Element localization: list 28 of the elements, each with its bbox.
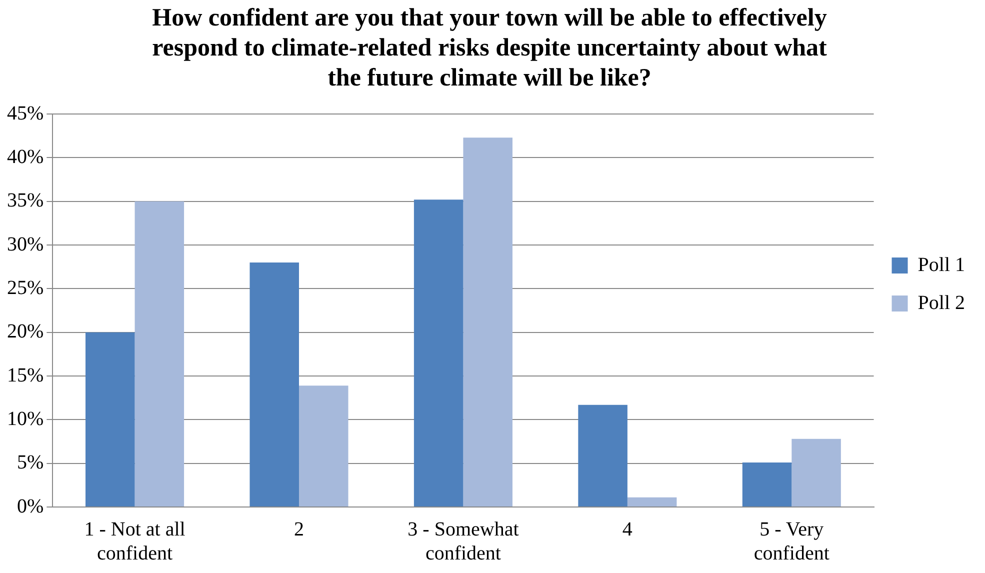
bar	[298, 386, 348, 506]
y-tick-label: 15%	[6, 364, 44, 386]
y-tick-label: 30%	[6, 233, 44, 256]
x-tick-label: 3 - Somewhat confident	[408, 518, 520, 564]
bar	[578, 404, 628, 506]
bar	[86, 332, 135, 506]
x-tick-label: 5 - Very confident	[754, 518, 830, 564]
y-tick-label: 45%	[6, 102, 44, 124]
bar	[792, 438, 841, 506]
y-tick-label: 25%	[6, 276, 44, 299]
bar	[627, 497, 677, 506]
legend-label: Poll 2	[918, 292, 966, 314]
bar	[250, 262, 299, 506]
y-tick-label: 35%	[6, 190, 44, 212]
bar	[742, 462, 792, 506]
y-tick-label: 20%	[6, 320, 44, 343]
y-tick-label: 40%	[6, 146, 44, 168]
x-tick-label: 2	[294, 518, 304, 540]
x-tick-label: 4	[622, 518, 632, 540]
bar	[414, 200, 464, 506]
y-tick-label: 0%	[16, 495, 44, 518]
bar	[463, 138, 512, 506]
bar	[134, 201, 184, 506]
legend-label: Poll 1	[918, 254, 966, 276]
y-tick-label: 5%	[16, 452, 44, 474]
chart-title: How confident are you that your town will be able to effectively respond to climate-related risks despite uncertainty about what the future climate will be like?	[152, 4, 828, 92]
y-tick-label: 10%	[6, 408, 44, 430]
x-tick-label: 1 - Not at all confident	[84, 518, 186, 564]
